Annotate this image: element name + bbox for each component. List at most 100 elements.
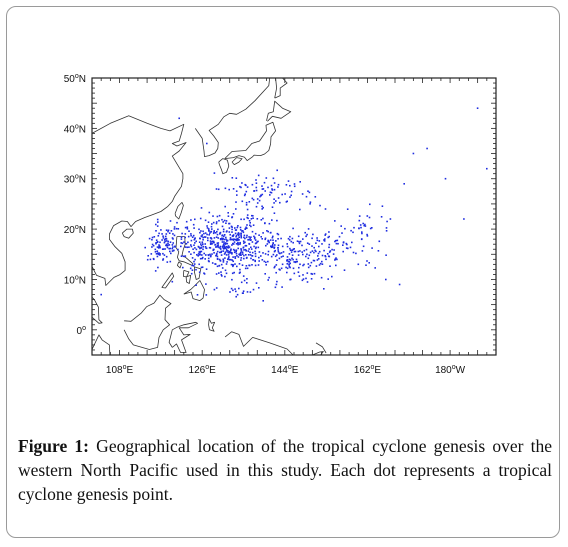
genesis-point: [335, 264, 337, 267]
genesis-point: [165, 238, 168, 240]
genesis-point: [366, 235, 369, 237]
genesis-point: [212, 240, 215, 243]
genesis-point: [204, 243, 206, 245]
genesis-point: [212, 221, 215, 224]
genesis-point: [200, 235, 203, 237]
genesis-point: [193, 251, 195, 254]
genesis-point: [161, 239, 163, 241]
genesis-point: [334, 258, 337, 260]
genesis-point: [243, 257, 245, 260]
genesis-point: [308, 191, 311, 194]
genesis-point: [280, 256, 283, 258]
genesis-point: [262, 300, 264, 302]
genesis-point: [267, 239, 269, 242]
genesis-point: [167, 230, 169, 233]
genesis-point: [180, 255, 183, 257]
genesis-point: [207, 228, 210, 230]
genesis-point: [315, 265, 318, 267]
genesis-point: [227, 247, 230, 249]
genesis-point: [204, 232, 207, 234]
genesis-point: [254, 239, 257, 241]
genesis-point: [240, 281, 243, 284]
genesis-point: [165, 229, 168, 231]
genesis-point: [212, 249, 214, 252]
genesis-point: [235, 235, 237, 238]
genesis-point: [223, 253, 226, 255]
genesis-point: [265, 177, 268, 179]
genesis-point: [225, 236, 227, 239]
genesis-point: [276, 169, 278, 172]
genesis-point: [254, 250, 256, 253]
genesis-point: [238, 263, 241, 265]
genesis-point: [281, 245, 284, 248]
genesis-point: [169, 247, 172, 250]
genesis-point: [360, 238, 363, 241]
genesis-point: [273, 212, 276, 214]
genesis-point: [307, 228, 310, 230]
genesis-point: [190, 272, 193, 275]
genesis-point: [217, 245, 219, 247]
genesis-point: [218, 258, 221, 261]
genesis-point: [303, 249, 306, 252]
genesis-point: [276, 219, 278, 222]
genesis-point: [260, 236, 262, 238]
genesis-point: [237, 237, 239, 240]
genesis-point: [306, 281, 309, 283]
genesis-point: [289, 249, 292, 251]
genesis-point: [223, 235, 225, 238]
genesis-point: [237, 232, 240, 234]
genesis-point: [221, 275, 223, 277]
genesis-point: [186, 226, 189, 228]
genesis-point: [173, 226, 176, 228]
genesis-point: [274, 255, 277, 258]
genesis-point: [204, 236, 207, 238]
genesis-point: [277, 183, 280, 186]
genesis-point: [270, 231, 272, 234]
genesis-point: [244, 237, 246, 240]
genesis-point: [226, 230, 228, 232]
genesis-point: [240, 232, 242, 235]
genesis-point: [152, 257, 155, 260]
genesis-point: [216, 215, 219, 218]
coastline: [91, 115, 187, 355]
genesis-point: [199, 217, 202, 220]
genesis-point: [240, 254, 242, 256]
genesis-point: [225, 272, 228, 275]
genesis-point: [232, 260, 234, 263]
genesis-point: [281, 193, 283, 196]
genesis-point: [153, 236, 156, 238]
genesis-point: [246, 282, 248, 284]
genesis-point: [335, 242, 338, 245]
genesis-point: [147, 255, 149, 257]
genesis-point: [244, 227, 247, 230]
genesis-point: [234, 229, 237, 231]
genesis-point: [156, 218, 159, 221]
genesis-point: [217, 237, 219, 239]
genesis-point: [267, 186, 269, 189]
genesis-point: [233, 238, 235, 240]
genesis-point: [246, 278, 248, 280]
genesis-point: [277, 238, 279, 240]
genesis-point: [260, 194, 262, 197]
genesis-point: [307, 190, 309, 192]
genesis-point: [229, 291, 231, 293]
coastline: [168, 321, 198, 353]
genesis-point: [368, 262, 370, 264]
genesis-point: [194, 258, 196, 261]
genesis-point: [232, 239, 235, 241]
genesis-point: [155, 242, 157, 244]
genesis-point: [293, 183, 296, 185]
genesis-point: [317, 258, 320, 260]
genesis-point: [216, 246, 218, 248]
genesis-point: [272, 239, 274, 241]
map-border: [91, 77, 497, 356]
genesis-point: [221, 225, 224, 228]
genesis-point: [218, 214, 221, 217]
genesis-point: [262, 217, 264, 220]
genesis-point: [165, 233, 168, 235]
genesis-point: [168, 232, 171, 234]
genesis-point: [235, 290, 237, 293]
genesis-point: [235, 234, 238, 237]
genesis-point: [267, 230, 269, 233]
genesis-point: [295, 258, 298, 261]
